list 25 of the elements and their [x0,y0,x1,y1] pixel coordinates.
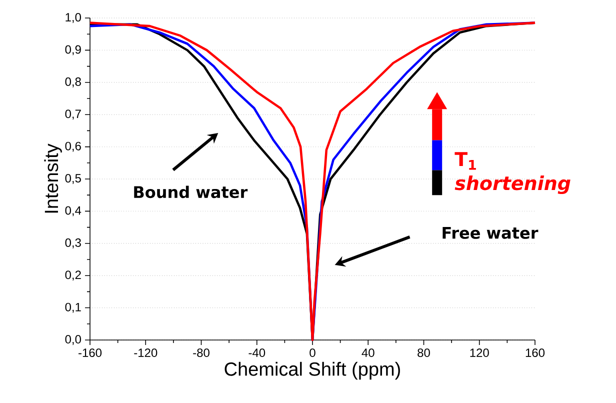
x-tick-label: -80 [193,348,210,358]
x-axis-title: Chemical Shift (ppm) [224,362,400,380]
x-tick-label: -160 [78,348,102,358]
y-tick-label: 0,4 [65,206,82,216]
y-tick-label: 0,6 [65,142,81,152]
y-axis-title: Intensity [44,144,62,213]
y-tick-label: 0,9 [65,45,81,56]
x-tick-label: 0 [310,348,316,358]
x-tick-label: -40 [248,348,266,358]
x-tick-label: 160 [526,348,545,358]
annotation: Free water [442,227,538,239]
x-tick-label: -120 [134,348,158,358]
annotation: Bound water [134,186,248,198]
x-tick-label: 40 [362,348,374,358]
y-tick-label: 1,0 [66,13,82,23]
y-tick-label: 0,8 [65,77,81,88]
y-tick-label: 0,1 [65,302,81,313]
y-tick-label: 0,7 [65,110,81,120]
y-tick-label: 0,2 [65,270,81,281]
y-tick-label: 0,5 [65,174,81,184]
y-tick-label: 0,0 [65,335,82,345]
x-tick-label: 120 [470,348,489,358]
annotation: T$_{1}$ shortening [454,152,570,194]
y-tick-label: 0,3 [65,238,81,248]
x-tick-label: 80 [418,348,430,358]
